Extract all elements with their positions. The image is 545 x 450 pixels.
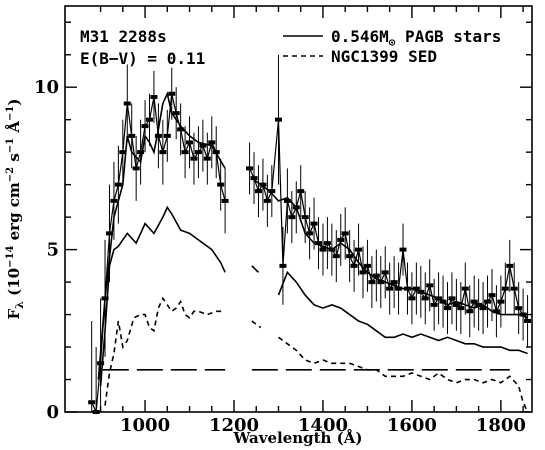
- series-layer: [88, 54, 532, 415]
- plot-frame: [64, 5, 533, 413]
- y-tick-label: 10: [34, 77, 59, 98]
- x-tick-label: 1600: [387, 415, 437, 436]
- series-1: [97, 91, 528, 380]
- series-line: [99, 205, 226, 387]
- series-2: [99, 205, 528, 387]
- series-line: [278, 336, 529, 413]
- series-line: [277, 270, 528, 355]
- y-tick-label: 0: [46, 402, 59, 423]
- legend-entry-pagb: 0.546M⊙ PAGB stars: [331, 27, 501, 49]
- observed-spectrum-line: [249, 119, 529, 322]
- series-line: [104, 296, 226, 406]
- x-tick-label: 1200: [209, 415, 259, 436]
- y-tick-labels: 0 5 10: [34, 77, 59, 423]
- observed-spectrum-line: [91, 93, 226, 415]
- legend-entry-ngc1399: NGC1399 SED: [331, 47, 437, 66]
- legend: 0.546M⊙ PAGB stars NGC1399 SED: [283, 27, 501, 66]
- series-line: [97, 91, 226, 380]
- series-line: [251, 265, 260, 273]
- series-3: [104, 296, 529, 413]
- x-axis-label: Wavelength (Å): [232, 429, 362, 447]
- x-tick-label: 1000: [120, 415, 170, 436]
- object-annotation: M31 2288s: [80, 27, 167, 46]
- x-tick-label: 1400: [298, 415, 348, 436]
- x-tick-labels: 1000 1200 1400 1600 1800: [120, 415, 526, 436]
- axis-ticks: [65, 6, 532, 413]
- y-tick-label: 5: [46, 240, 59, 261]
- x-tick-label: 1800: [476, 415, 526, 436]
- reddening-annotation: E(B−V) = 0.11: [80, 49, 205, 68]
- series-line: [251, 177, 528, 319]
- data-point-steps: [246, 117, 532, 324]
- y-axis-label: Fλ (10−14 erg cm−2 s−1 Å−1): [5, 99, 26, 320]
- series-line: [251, 320, 262, 329]
